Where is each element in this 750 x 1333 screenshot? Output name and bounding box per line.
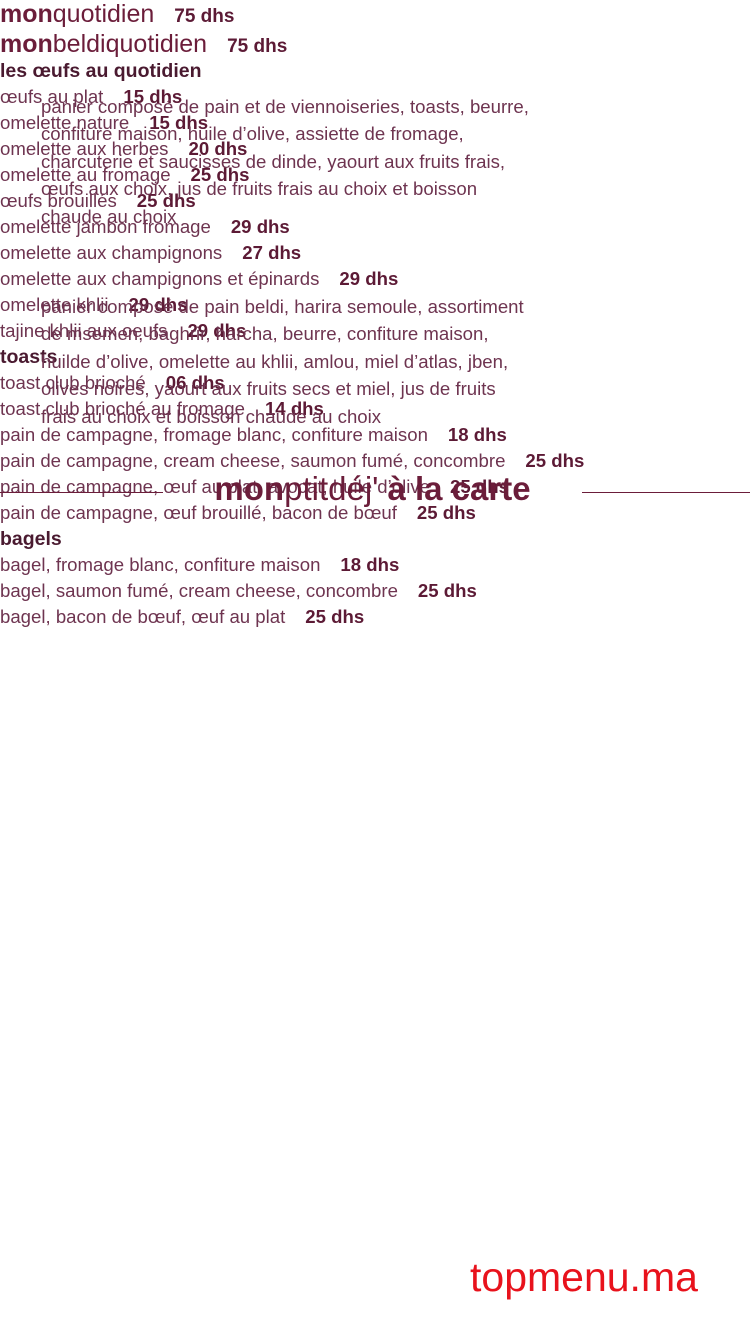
header-rule [582,492,750,493]
description-line: panier composé de pain et de viennoiseri… [41,96,529,117]
menu-row: omelette nature 15 dhs [0,112,681,138]
watermark: topmenu.ma [470,1254,698,1300]
description-line: huilde d’olive, omelette au khlii, amlou… [41,350,509,372]
item-name: omelette jambon fromage [0,216,211,237]
title-light: beldiquotidien [52,30,208,58]
menu-row: pain de campagne, cream cheese, saumon f… [0,450,684,476]
menu-row: omelette khlii 29 dhs [0,294,681,320]
price: 18 dhs [340,554,400,575]
title-light: quotidien [52,0,155,28]
description-line: charcuterie et saucisses de dinde, yaour… [41,150,506,172]
title-rest: à la carte [387,470,531,507]
menu-row: bagel, bacon de bœuf, œuf au plat 25 dhs [0,606,684,632]
price: 25 dhs [190,164,250,185]
menu-row: toast club brioché au fromage 14 dhs [0,398,684,424]
price: 25 dhs [416,502,476,523]
item-name: œufs au plat [0,86,104,107]
price: 25 dhs [305,606,365,627]
item-name: omelette aux champignons et épinards [0,268,320,289]
menu-row: omelette aux champignons 27 dhs [0,242,681,268]
formula-title: monquotidien [0,0,154,28]
title-bold: mon [0,30,53,58]
menu-row: monbeldiquotidien 75 dhs [0,30,691,60]
description-line: chaude au choix [41,205,177,227]
price: 29 dhs [339,268,399,289]
category-title: bagels [0,528,62,550]
item-name: bagel, saumon fumé, cream cheese, concom… [0,580,398,601]
menu-row: omelette jambon fromage 29 dhs [0,216,681,242]
menu-row: œufs brouillés 25 dhs [0,190,681,216]
price: 25 dhs [136,190,196,211]
item-name: pain de campagne, œuf au plat, avocat, h… [0,476,430,497]
price: 25 dhs [417,580,477,601]
price: 27 dhs [242,242,302,263]
title-bold: mon [214,470,285,507]
description-line: confiture maison, huile d’olive, assiett… [41,123,464,145]
price: 29 dhs [187,320,247,341]
menu-row: pain de campagne, œuf au plat, avocat, h… [0,476,684,502]
menu-row: omelette aux herbes 20 dhs [0,138,681,164]
price: 18 dhs [447,424,507,445]
menu-row: toast club brioché 06 dhs [0,372,684,398]
description-line: panier composé de pain beldi, harira sem… [41,296,524,317]
price: 25 dhs [450,476,509,497]
menu-row: bagel, fromage blanc, confiture maison 18… [0,554,684,580]
category-title: toasts [0,346,58,368]
item-name: omelette aux champignons [0,242,223,263]
price: 75 dhs [174,6,235,27]
menu-row: toasts [0,346,709,372]
description-line: œufs aux choix, jus de fruits frais au c… [41,178,478,200]
item-name: toast club brioché [0,372,146,393]
menu-row: monquotidien 75 dhs [0,0,691,30]
menu-row: tajine khlii aux oeufs 29 dhs [0,320,681,346]
item-name: omelette khlii [0,294,109,315]
item-name: bagel, fromage blanc, confiture maison [0,554,321,575]
item-name: pain de campagne, fromage blanc, confitu… [0,424,428,445]
price: 15 dhs [149,112,209,133]
item-name: œufs brouillés [0,190,117,211]
menu-row: œufs au plat 15 dhs [0,86,681,112]
item-name: omelette au fromage [0,164,171,185]
item-name: omelette aux herbes [0,138,169,159]
description-line: de msemen, baghrir, harcha, beurre, conf… [41,323,489,345]
menu-row: pain de campagne, fromage blanc, confitu… [0,424,684,450]
item-name: omelette nature [0,112,130,133]
title-bold: mon [0,0,53,28]
price: 20 dhs [188,138,248,159]
formula-title: monbeldiquotidien [0,30,207,58]
menu-row: les œufs au quotidien [0,60,709,86]
price: 06 dhs [165,372,225,393]
description-line: frais au choix et boisson chaude au choi… [41,405,382,427]
item-name: bagel, bacon de bœuf, œuf au plat [0,606,286,627]
menu-row: bagels [0,528,709,554]
price: 29 dhs [230,216,290,237]
price: 25 dhs [525,450,585,471]
menu-row: pain de campagne, œuf brouillé, bacon de… [0,502,684,528]
category-title: les œufs au quotidien [0,60,202,82]
title-light: ptitdéj' [284,470,379,507]
item-name: pain de campagne, cream cheese, saumon f… [0,450,506,471]
price: 15 dhs [123,86,183,107]
price: 29 dhs [128,294,188,315]
item-name: pain de campagne, œuf brouillé, bacon de… [0,502,397,523]
description-line: olives noires, yaourt aux fruits secs et… [41,378,496,400]
item-name: tajine khlii aux oeufs [0,320,168,341]
item-name: toast club brioché au fromage [0,398,245,419]
section-header: monptitdéj' à la carte [163,470,582,508]
menu-row: omelette aux champignons et épinards 29 d… [0,268,681,294]
menu-row: bagel, saumon fumé, cream cheese, concom… [0,580,684,606]
header-rule [0,492,163,493]
price: 75 dhs [227,36,288,57]
price: 14 dhs [264,398,324,419]
menu-row: omelette au fromage 25 dhs [0,164,681,190]
